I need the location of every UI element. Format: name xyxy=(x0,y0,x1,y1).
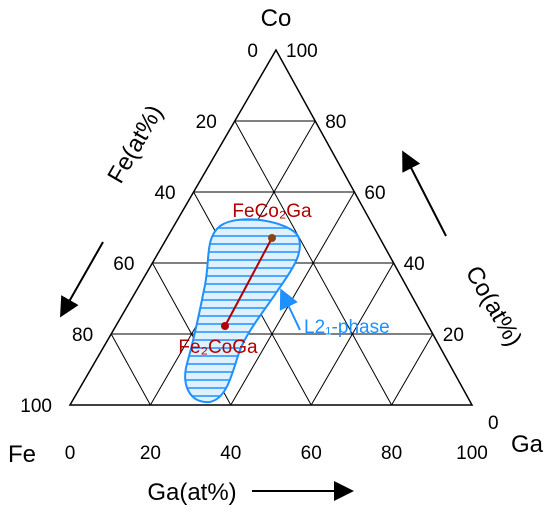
tick-label: 60 xyxy=(364,183,385,204)
tick-label: 60 xyxy=(113,254,134,275)
tick-label: 100 xyxy=(286,41,318,62)
tick-label: 20 xyxy=(443,325,464,346)
region-label: L2₁-phase xyxy=(304,317,390,338)
tick-label: 0 xyxy=(247,41,258,62)
phase-region xyxy=(184,218,301,404)
tick-label: 60 xyxy=(301,443,322,464)
arrow xyxy=(402,150,447,237)
point-label: Fe₂CoGa xyxy=(178,337,258,358)
axis-title: Ga(at%) xyxy=(147,479,236,506)
tick-label: 40 xyxy=(154,183,175,204)
point xyxy=(221,322,229,330)
tick-label: 80 xyxy=(72,325,93,346)
tick-label: 80 xyxy=(325,112,346,133)
tick-label: 0 xyxy=(488,413,499,434)
point xyxy=(268,234,276,242)
tick-label: 0 xyxy=(65,443,76,464)
tick-label: 80 xyxy=(381,443,402,464)
arrow xyxy=(279,288,301,331)
tick-label: 20 xyxy=(140,443,161,464)
vertex-label: Co xyxy=(261,5,292,32)
axis-title: Co(at%) xyxy=(460,261,527,351)
axis-title: Fe(at%) xyxy=(102,101,168,188)
tick-label: 100 xyxy=(20,396,52,417)
grid-line xyxy=(234,120,393,406)
tick-label: 40 xyxy=(404,254,425,275)
grid-line xyxy=(391,333,434,406)
vertex-label: Fe xyxy=(8,441,36,468)
tie-line xyxy=(224,237,273,327)
tick-label: 20 xyxy=(196,112,217,133)
point-label: FeCo₂Ga xyxy=(232,201,312,222)
vertex-label: Ga xyxy=(511,431,544,458)
grid-line xyxy=(110,333,151,406)
triangle xyxy=(68,48,474,406)
tick-label: 40 xyxy=(220,443,241,464)
tick-label: 100 xyxy=(456,443,488,464)
arrow xyxy=(60,241,104,318)
